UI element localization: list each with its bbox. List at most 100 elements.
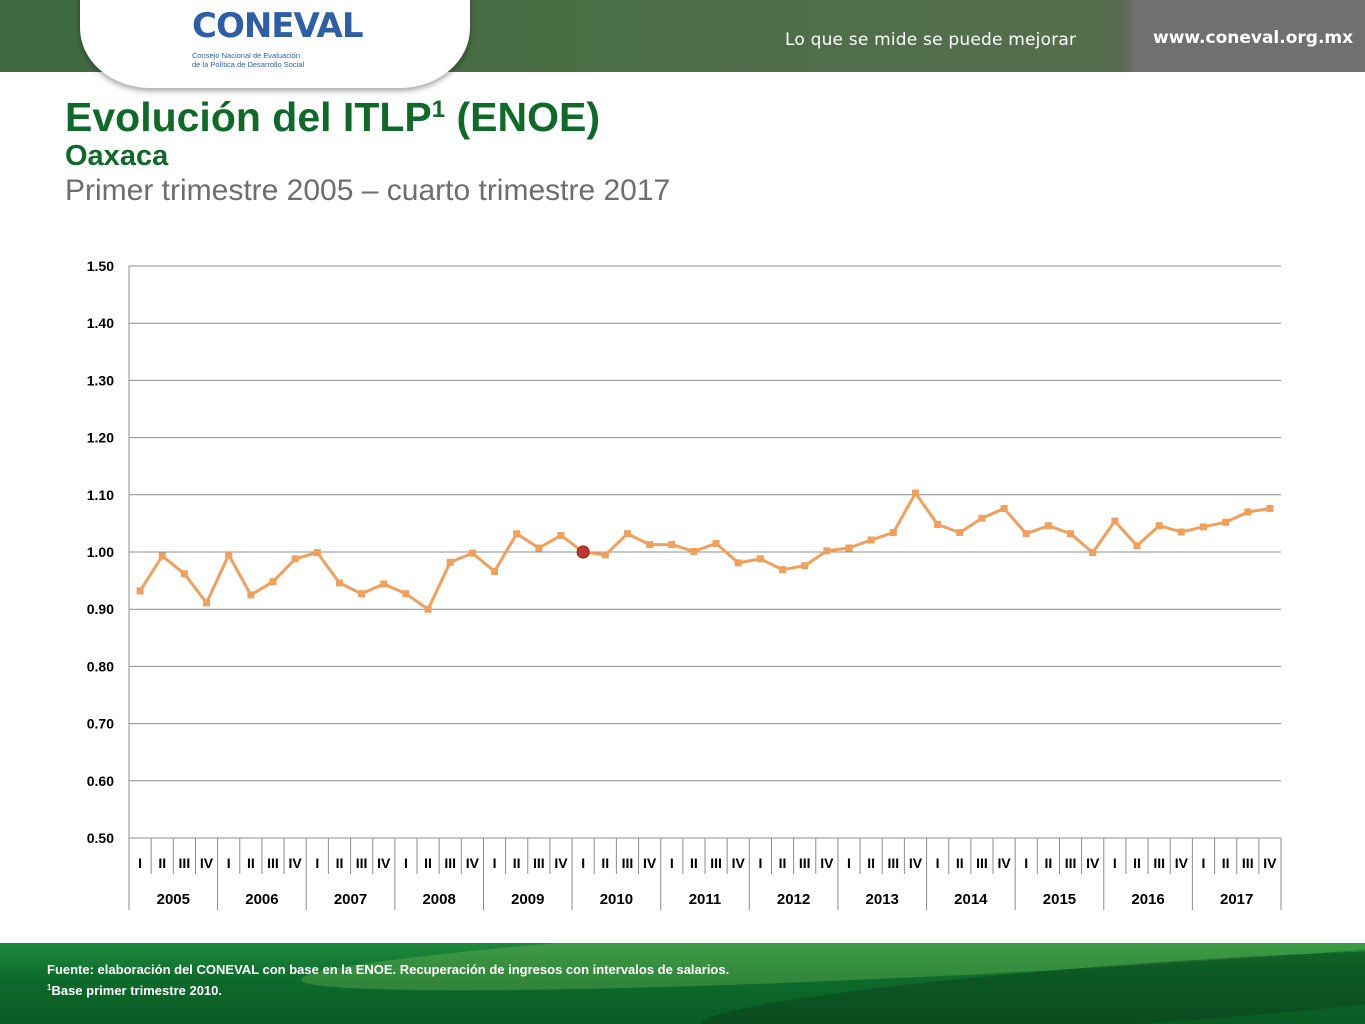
y-tick-label: 0.80 bbox=[87, 658, 114, 674]
data-point bbox=[734, 559, 742, 567]
y-tick-label: 0.90 bbox=[87, 601, 114, 617]
logo-subtitle: Consejo Nacional de Evaluación de la Pol… bbox=[192, 51, 352, 69]
logo-subtitle-line1: Consejo Nacional de Evaluación bbox=[192, 51, 300, 60]
year-label: 2010 bbox=[600, 891, 633, 908]
data-point bbox=[1089, 549, 1097, 557]
quarter-label: IV bbox=[820, 855, 834, 871]
data-point bbox=[1199, 523, 1207, 531]
year-label: 2017 bbox=[1220, 891, 1253, 908]
data-point bbox=[646, 541, 654, 549]
quarter-label: III bbox=[976, 855, 988, 871]
data-point bbox=[889, 529, 897, 537]
year-label: 2013 bbox=[866, 891, 899, 908]
year-label: 2008 bbox=[422, 891, 455, 908]
data-point bbox=[225, 551, 233, 559]
quarter-label: IV bbox=[289, 855, 303, 871]
data-point bbox=[779, 566, 787, 574]
quarter-label: III bbox=[444, 855, 456, 871]
y-tick-label: 1.40 bbox=[87, 315, 114, 331]
quarter-label: IV bbox=[997, 855, 1011, 871]
year-label: 2009 bbox=[511, 891, 544, 908]
base-note-mark: 1 bbox=[47, 983, 52, 992]
data-point bbox=[1244, 508, 1252, 516]
quarter-label: II bbox=[601, 855, 609, 871]
source-note: Fuente: elaboración del CONEVAL con base… bbox=[47, 962, 730, 977]
quarter-label: I bbox=[847, 855, 851, 871]
data-point bbox=[1266, 505, 1274, 513]
data-point bbox=[934, 521, 942, 529]
quarter-label: IV bbox=[466, 855, 480, 871]
quarter-label: II bbox=[424, 855, 432, 871]
site-url[interactable]: www.coneval.org.mx bbox=[1153, 28, 1354, 48]
slide-subtitle: Oaxaca bbox=[65, 140, 169, 172]
data-point bbox=[1022, 530, 1030, 538]
quarter-label: I bbox=[581, 855, 585, 871]
quarter-label: III bbox=[1065, 855, 1077, 871]
quarter-label: IV bbox=[909, 855, 923, 871]
data-point bbox=[513, 530, 521, 538]
footer-band bbox=[0, 943, 1365, 1024]
data-point bbox=[1177, 528, 1185, 536]
quarter-label: IV bbox=[377, 855, 391, 871]
quarter-label: I bbox=[758, 855, 762, 871]
data-point bbox=[203, 599, 211, 607]
quarter-label: III bbox=[622, 855, 634, 871]
data-point bbox=[911, 489, 919, 497]
data-point bbox=[668, 541, 676, 549]
data-point bbox=[291, 555, 299, 563]
data-point bbox=[867, 536, 875, 544]
data-point bbox=[136, 587, 144, 595]
data-point bbox=[1222, 518, 1230, 526]
quarter-label: III bbox=[799, 855, 811, 871]
y-tick-label: 0.70 bbox=[87, 716, 114, 732]
quarter-label: IV bbox=[1263, 855, 1277, 871]
data-point bbox=[402, 590, 410, 598]
title-main: Evolución del ITLP bbox=[65, 94, 432, 140]
year-label: 2012 bbox=[777, 891, 810, 908]
data-point bbox=[158, 552, 166, 560]
base-point-marker bbox=[576, 545, 590, 559]
quarter-label: I bbox=[493, 855, 497, 871]
data-point bbox=[1067, 530, 1075, 538]
quarter-label: II bbox=[956, 855, 964, 871]
data-point bbox=[424, 605, 432, 613]
quarter-label: II bbox=[1044, 855, 1052, 871]
data-point bbox=[1155, 522, 1163, 530]
data-point bbox=[380, 580, 388, 588]
slide-title: Evolución del ITLP1 (ENOE) bbox=[65, 94, 600, 141]
data-point bbox=[712, 539, 720, 547]
slogan: Lo que se mide se puede mejorar bbox=[785, 30, 1077, 50]
year-label: 2014 bbox=[954, 891, 988, 908]
quarter-label: II bbox=[247, 855, 255, 871]
data-point bbox=[491, 567, 499, 575]
quarter-label: III bbox=[887, 855, 899, 871]
quarter-label: I bbox=[1024, 855, 1028, 871]
data-point bbox=[1111, 517, 1119, 525]
data-point bbox=[535, 544, 543, 552]
year-label: 2007 bbox=[334, 891, 367, 908]
coneval-logo[interactable]: CONEVAL bbox=[192, 6, 364, 46]
data-point bbox=[1044, 522, 1052, 530]
quarter-label: II bbox=[1222, 855, 1230, 871]
data-point bbox=[823, 547, 831, 555]
year-label: 2011 bbox=[689, 891, 722, 908]
quarter-label: I bbox=[1202, 855, 1206, 871]
data-point bbox=[956, 529, 964, 537]
data-point bbox=[801, 562, 809, 570]
y-tick-label: 1.00 bbox=[87, 544, 114, 560]
year-label: 2016 bbox=[1131, 891, 1164, 908]
quarter-label: I bbox=[936, 855, 940, 871]
y-tick-label: 1.30 bbox=[87, 372, 114, 388]
data-point bbox=[601, 551, 609, 559]
data-point bbox=[845, 544, 853, 552]
quarter-label: I bbox=[227, 855, 231, 871]
quarter-label: IV bbox=[1175, 855, 1189, 871]
year-label: 2015 bbox=[1043, 891, 1076, 908]
url-panel bbox=[1133, 0, 1365, 72]
quarter-label: IV bbox=[200, 855, 214, 871]
data-point bbox=[446, 558, 454, 566]
quarter-label: II bbox=[513, 855, 521, 871]
quarter-label: III bbox=[710, 855, 722, 871]
data-point bbox=[1000, 505, 1008, 513]
logo-subtitle-line2: de la Política de Desarrollo Social bbox=[192, 60, 305, 69]
